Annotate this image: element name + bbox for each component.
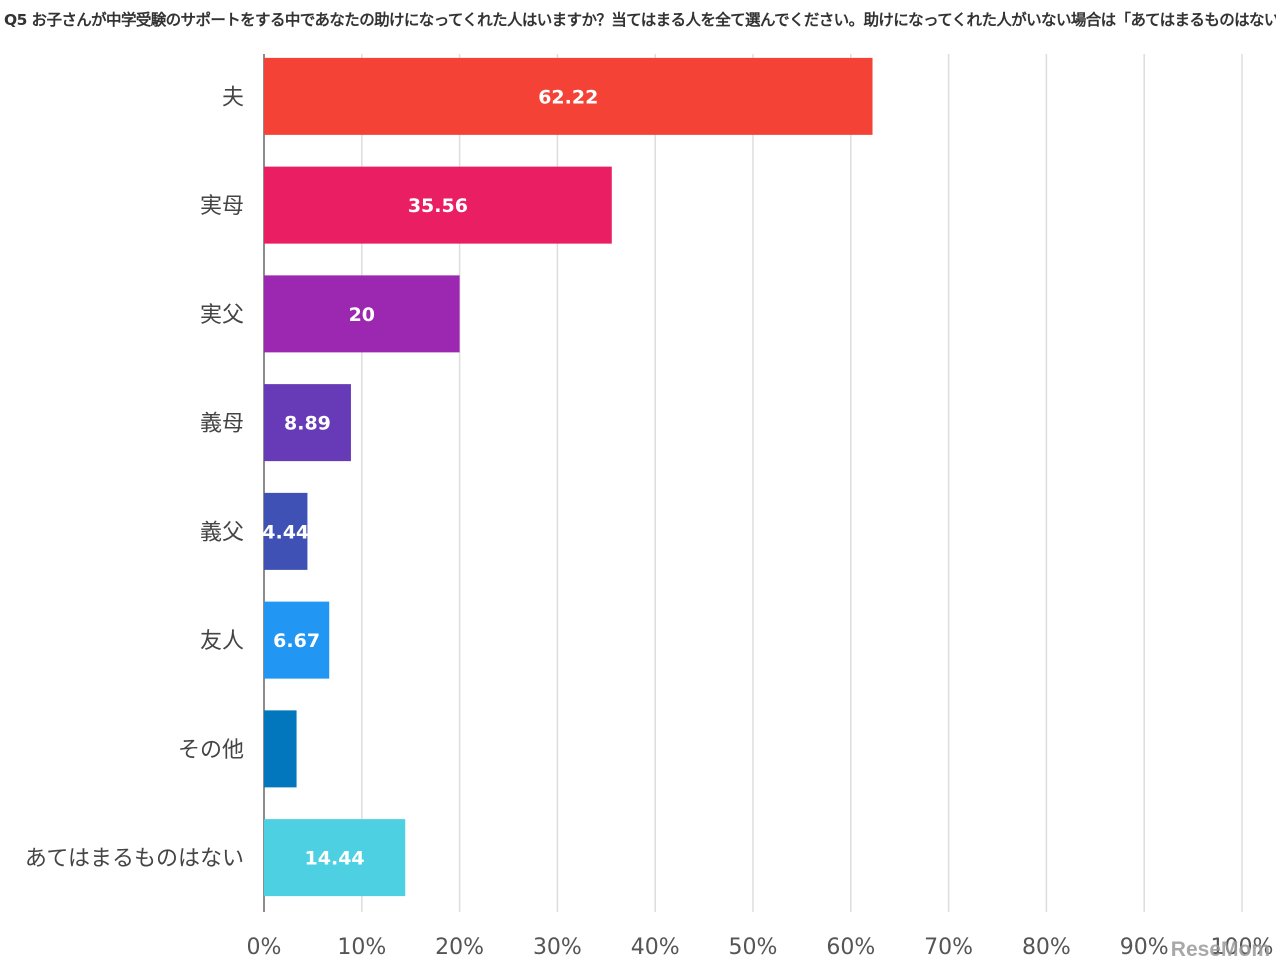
category-label: 友人 xyxy=(200,629,244,654)
data-label: 8.89 xyxy=(284,413,331,435)
bar xyxy=(264,819,406,897)
category-label: その他 xyxy=(178,738,244,763)
x-tick-label: 30% xyxy=(533,935,582,960)
bar xyxy=(264,601,330,679)
category-label: 義父 xyxy=(200,520,244,545)
x-tick-label: 50% xyxy=(729,935,778,960)
data-label: 20 xyxy=(349,304,375,326)
x-tick-label: 100% xyxy=(1211,935,1274,960)
x-tick-label: 20% xyxy=(435,935,484,960)
bar xyxy=(264,275,460,353)
watermark-logo: ReseMom xyxy=(1170,938,1270,961)
data-label: 14.44 xyxy=(305,848,365,870)
data-label: 62.22 xyxy=(538,86,598,108)
x-tick-label: 70% xyxy=(924,935,973,960)
bar xyxy=(264,384,351,462)
category-label: 義母 xyxy=(200,412,244,437)
data-label: 35.56 xyxy=(408,195,468,217)
x-tick-label: 80% xyxy=(1022,935,1071,960)
x-tick-label: 10% xyxy=(337,935,386,960)
data-label: 4.44 xyxy=(262,521,309,543)
category-label: 実父 xyxy=(200,303,244,328)
x-tick-label: 0% xyxy=(247,935,282,960)
chart-title: Q5 お子さんが中学受験のサポートをする中であなたの助けになってくれた人はいます… xyxy=(4,11,1276,29)
category-label: 夫 xyxy=(222,85,244,110)
x-tick-label: 90% xyxy=(1120,935,1169,960)
category-label: 実母 xyxy=(200,194,244,219)
bar xyxy=(264,166,612,244)
bar xyxy=(264,710,297,788)
category-label: あてはまるものはない xyxy=(25,847,244,872)
x-tick-label: 60% xyxy=(826,935,875,960)
data-label: 6.67 xyxy=(273,630,320,652)
bar xyxy=(264,492,308,570)
bar xyxy=(264,57,873,135)
x-tick-label: 40% xyxy=(631,935,680,960)
